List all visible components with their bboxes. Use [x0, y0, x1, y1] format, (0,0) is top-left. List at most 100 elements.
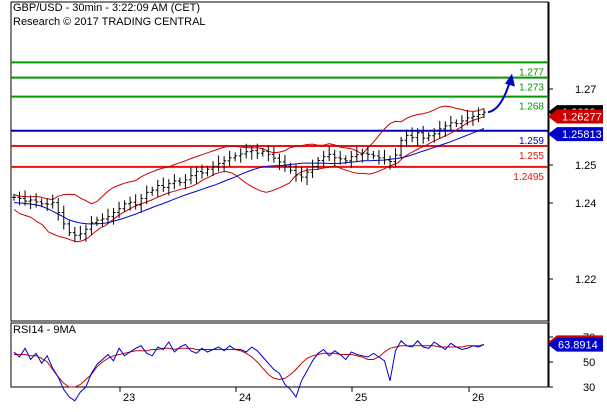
price-label-marker [548, 109, 603, 124]
time-axis-tick-label: 26 [472, 392, 484, 404]
ohlc-bar [410, 127, 415, 143]
price-label-text: 1.25813 [562, 129, 602, 141]
ohlc-bar [288, 162, 293, 174]
ohlc-bar [222, 156, 227, 172]
ohlc-bar [28, 195, 33, 210]
moving-average-line [13, 128, 485, 225]
ohlc-bar [227, 150, 232, 167]
ohlc-bar [183, 174, 188, 190]
ohlc-bar [89, 215, 94, 235]
ohlc-bar [50, 194, 55, 209]
level-label-resistance: 1.268 [519, 102, 544, 113]
chart-header-copyright: Research © 2017 TRADING CENTRAL [13, 16, 206, 28]
ohlc-bar [39, 198, 44, 208]
ohlc-bar [117, 201, 122, 219]
ohlc-bar [321, 150, 326, 168]
ohlc-bar [299, 166, 304, 182]
ohlc-bar [470, 111, 475, 126]
ohlc-bar [244, 143, 249, 159]
rsi-axis-tick-label: 30 [583, 382, 595, 394]
ohlc-bar [106, 208, 110, 224]
level-label-pivot: 1.259 [519, 136, 544, 147]
ohlc-bar [67, 220, 72, 237]
ohlc-bar [188, 167, 193, 185]
ohlc-bar [56, 198, 61, 221]
ohlc-bar [332, 149, 337, 166]
bollinger-upper-band [13, 105, 485, 205]
ohlc-bar [122, 200, 127, 213]
time-axis-tick-label: 23 [123, 392, 135, 404]
ohlc-bar [166, 179, 171, 196]
ohlc-bar [277, 153, 282, 170]
ohlc-bar [354, 146, 359, 162]
ohlc-bar [139, 193, 144, 213]
ohlc-bar [205, 165, 210, 177]
chart-header-instrument: GBP/USD - 30min - 3:22:09 AM (CET) [13, 2, 201, 14]
ohlc-bar [200, 164, 204, 179]
ohlc-bar [448, 115, 453, 132]
ohlc-bar [382, 149, 387, 165]
ohlc-bar [476, 107, 481, 123]
ohlc-bar [310, 159, 315, 178]
ohlc-bar [150, 186, 155, 196]
level-label-resistance: 1.273 [519, 83, 544, 94]
ohlc-bar [443, 121, 448, 137]
ohlc-bar [23, 190, 28, 206]
ohlc-bar [388, 155, 392, 170]
ohlc-bar [360, 148, 365, 163]
ohlc-bar [459, 115, 464, 131]
ohlc-bar [12, 193, 16, 201]
level-label-support: 1.2495 [513, 172, 544, 183]
ohlc-bar [371, 150, 376, 160]
ohlc-bar [266, 145, 271, 162]
price-axis-tick-label: 1.25 [575, 160, 596, 172]
ohlc-bar [161, 177, 166, 192]
ohlc-bar [294, 164, 298, 182]
ohlc-bar [316, 157, 321, 170]
ohlc-bar [45, 198, 50, 211]
time-axis-tick-label: 24 [239, 392, 251, 404]
ohlc-bar [415, 128, 420, 146]
ohlc-bar [465, 109, 470, 126]
ohlc-bar [482, 108, 486, 118]
ohlc-bar [194, 166, 199, 184]
ohlc-bar [17, 191, 22, 206]
ohlc-bar [128, 196, 133, 211]
ohlc-bar [404, 129, 409, 148]
ohlc-bar [282, 155, 287, 172]
ohlc-bar [349, 150, 354, 168]
ohlc-bar [271, 146, 276, 163]
level-label-resistance: 1.277 [519, 67, 544, 78]
rsi-line [13, 340, 485, 402]
rsi-value-text: 63.8914 [558, 340, 598, 352]
ohlc-bar [426, 132, 431, 142]
ohlc-bar [376, 150, 381, 165]
ohlc-bar [144, 185, 149, 205]
ohlc-bar [172, 174, 177, 190]
ohlc-bar [216, 155, 221, 172]
ohlc-bar [255, 143, 260, 159]
ohlc-bar [155, 179, 160, 197]
ohlc-bar [72, 226, 77, 243]
ohlc-bar [338, 150, 343, 165]
ohlc-bar [260, 147, 265, 157]
ohlc-bar [177, 177, 182, 186]
forecast-arrowhead-icon [505, 73, 515, 87]
ohlc-bar [393, 148, 398, 168]
price-axis-tick-label: 1.22 [575, 274, 596, 286]
bollinger-lower-band [13, 116, 485, 243]
ohlc-bar [432, 128, 437, 143]
ohlc-bar [111, 207, 116, 225]
ohlc-bar [305, 167, 310, 186]
ohlc-bar [365, 146, 370, 161]
ohlc-bar [233, 152, 238, 162]
ohlc-bar [61, 205, 66, 230]
ohlc-bar [437, 120, 442, 139]
rsi-panel-title: RSI14 - 9MA [13, 324, 77, 336]
ohlc-bar [100, 213, 105, 227]
time-axis-tick-label: 25 [355, 392, 367, 404]
ohlc-bar [399, 136, 404, 159]
ohlc-bar [238, 148, 243, 163]
ohlc-bar [249, 146, 254, 160]
rsi-panel-frame [10, 322, 549, 388]
